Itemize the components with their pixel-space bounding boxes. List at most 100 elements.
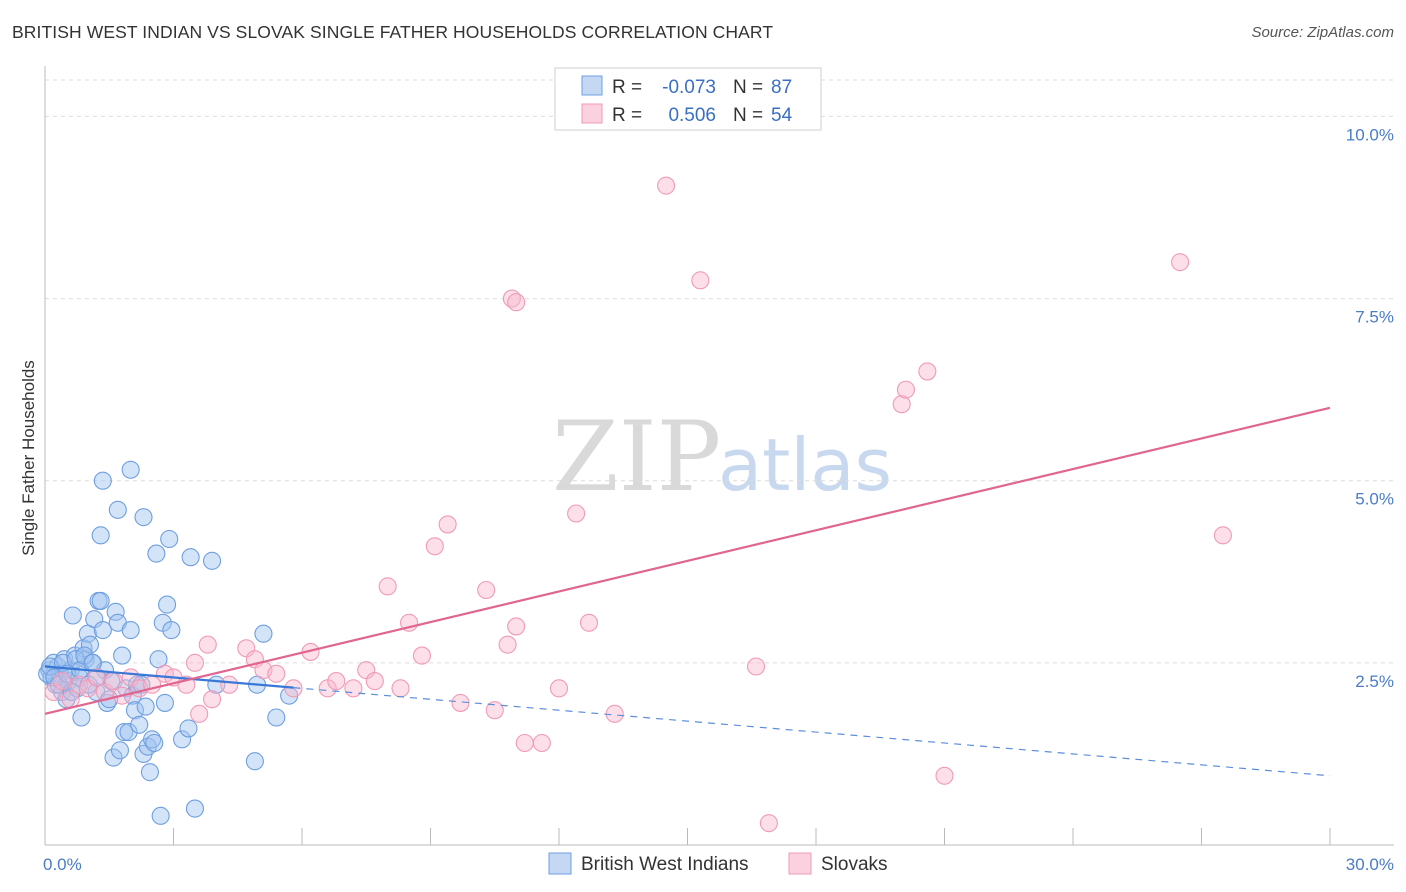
point-slovak-31 <box>378 577 397 596</box>
watermark-atlas: atlas <box>718 423 892 507</box>
series-legend-label-pink: Slovaks <box>821 854 888 875</box>
point-british-west-indian-37 <box>119 723 138 742</box>
legend-r-label-1: R = <box>612 77 642 98</box>
x-tick-label-0: 0.0% <box>43 855 82 874</box>
y-axis-label: Single Father Households <box>19 360 38 556</box>
point-british-west-indian-47 <box>140 763 159 782</box>
point-british-west-indian-30 <box>104 748 123 767</box>
point-slovak-19 <box>220 675 239 694</box>
legend-r-value-2: 0.506 <box>668 105 716 126</box>
point-british-west-indian-15 <box>72 708 91 727</box>
point-slovak-52 <box>759 814 778 833</box>
point-slovak-30 <box>365 672 384 691</box>
point-british-west-indian-56 <box>162 621 181 640</box>
point-slovak-36 <box>438 515 457 534</box>
point-slovak-42 <box>515 733 534 753</box>
point-british-west-indian-69 <box>245 752 264 771</box>
point-slovak-45 <box>567 504 586 523</box>
point-british-west-indian-52 <box>151 806 170 825</box>
point-british-west-indian-45 <box>136 697 155 716</box>
y-tick-label-0: 2.5% <box>1355 672 1394 691</box>
point-british-west-indian-64 <box>179 719 198 738</box>
point-slovak-18 <box>198 635 217 654</box>
y-tick-label-1: 5.0% <box>1355 490 1394 509</box>
legend-swatch-pink <box>581 103 603 124</box>
point-british-west-indian-62 <box>160 529 179 549</box>
legend-n-value-2: 54 <box>771 105 793 126</box>
point-slovak-58 <box>1213 526 1232 545</box>
point-slovak-23 <box>267 664 286 683</box>
legend-n-value-1: 87 <box>771 77 792 98</box>
point-slovak-35 <box>425 537 444 556</box>
point-british-west-indian-71 <box>254 624 273 643</box>
point-british-west-indian-31 <box>106 602 125 621</box>
point-british-west-indian-19 <box>80 635 100 654</box>
point-british-west-indian-54 <box>155 693 174 712</box>
point-slovak-57 <box>1171 253 1190 272</box>
point-british-west-indian-25 <box>93 621 112 640</box>
point-british-west-indian-59 <box>134 508 153 527</box>
series-legend-swatch-pink <box>788 852 812 875</box>
y-tick-label-3: 10.0% <box>1346 125 1394 144</box>
series-legend-swatch-blue <box>548 852 572 875</box>
source-credit: Source: ZipAtlas.com <box>1251 24 1394 41</box>
point-slovak-53 <box>892 395 911 414</box>
point-slovak-56 <box>935 766 954 785</box>
legend-r-label-2: R = <box>612 105 642 126</box>
point-british-west-indian-58 <box>108 500 127 519</box>
point-british-west-indian-60 <box>93 471 112 490</box>
point-british-west-indian-61 <box>121 460 140 479</box>
point-slovak-40 <box>498 635 517 654</box>
point-slovak-32 <box>391 679 410 698</box>
point-slovak-38 <box>477 580 496 600</box>
point-slovak-44 <box>549 679 569 698</box>
point-slovak-24 <box>284 679 303 698</box>
point-british-west-indian-66 <box>185 799 204 818</box>
point-slovak-48 <box>657 176 676 195</box>
trend-line-blue-dashed <box>293 687 1331 777</box>
correlation-legend: R = -0.073 N = 87 R = 0.506 N = 54 <box>554 67 822 131</box>
chart-title: BRITISH WEST INDIAN VS SLOVAK SINGLE FAT… <box>12 22 774 42</box>
y-tick-label-2: 7.5% <box>1355 308 1394 327</box>
point-british-west-indian-11 <box>63 606 82 625</box>
data-points <box>38 176 1232 833</box>
point-british-west-indian-55 <box>158 595 177 614</box>
x-tick-label-1: 30.0% <box>1346 855 1394 874</box>
point-slovak-49 <box>691 271 710 290</box>
series-legend: British West Indians Slovaks <box>548 852 888 875</box>
point-slovak-41 <box>507 617 526 636</box>
legend-n-label-2: N = <box>733 105 763 126</box>
point-slovak-54 <box>896 380 916 399</box>
point-british-west-indian-24 <box>91 591 110 610</box>
point-slovak-5 <box>87 668 106 687</box>
point-slovak-28 <box>344 679 363 698</box>
trend-line-blue-solid <box>44 665 294 689</box>
point-slovak-1 <box>53 672 72 691</box>
point-british-west-indian-63 <box>173 730 192 749</box>
point-slovak-34 <box>412 646 431 665</box>
point-slovak-59 <box>507 293 526 312</box>
legend-swatch-blue <box>581 75 603 96</box>
point-slovak-51 <box>746 657 766 676</box>
point-slovak-39 <box>485 701 504 720</box>
tick-labels: 2.5% 5.0% 7.5% 10.0% 0.0% 30.0% <box>43 125 1394 874</box>
point-british-west-indian-72 <box>267 708 286 727</box>
point-slovak-15 <box>185 653 204 672</box>
watermark-zip: ZIP <box>552 401 721 513</box>
point-slovak-27 <box>327 672 346 691</box>
point-slovak-46 <box>579 613 599 632</box>
gridlines <box>45 79 1394 664</box>
trend-line-pink <box>44 406 1331 715</box>
point-british-west-indian-50 <box>147 544 166 563</box>
point-slovak-37 <box>451 693 470 712</box>
point-british-west-indian-49 <box>145 733 164 753</box>
point-british-west-indian-33 <box>110 741 130 760</box>
point-slovak-43 <box>532 733 551 753</box>
point-british-west-indian-57 <box>91 526 110 545</box>
trend-lines <box>44 406 1331 777</box>
point-british-west-indian-65 <box>181 548 200 567</box>
point-british-west-indian-35 <box>115 723 134 742</box>
point-slovak-55 <box>918 362 937 381</box>
point-british-west-indian-42 <box>130 715 149 734</box>
